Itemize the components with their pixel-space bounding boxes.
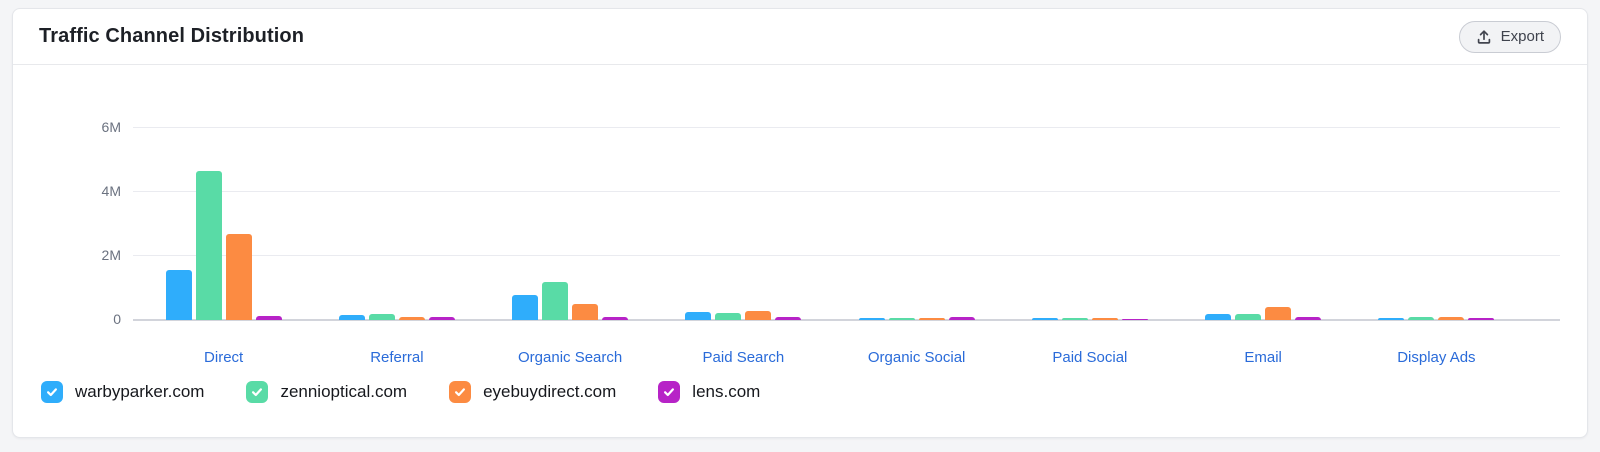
bar-lens-paid-social[interactable] [1121,319,1148,320]
y-axis-tick-6m: 6M [101,119,121,135]
bar-plot-area [137,65,1523,320]
checkmark-icon [664,388,675,397]
legend-checkbox-lens[interactable] [658,381,681,403]
bar-eyebuydirect-paid-social[interactable] [1091,318,1118,320]
legend-checkbox-warbyparker[interactable] [41,381,63,403]
export-button-label: Export [1500,28,1544,45]
bar-eyebuydirect-display-ads[interactable] [1438,317,1465,320]
bar-group-paid-social [1003,65,1176,320]
bar-group-direct [137,65,310,320]
bar-chart: 6M 4M 2M 0 Direct Referral Organic Search P… [13,65,1587,367]
gridline-6m [133,127,1560,128]
bar-group-referral [310,65,483,320]
bar-zennioptical-organic-social[interactable] [888,318,915,320]
chart-legend: warbyparker.com zennioptical.com eyebuydir… [41,379,760,405]
card-header: Traffic Channel Distribution Export [13,9,1587,65]
bar-lens-paid-search[interactable] [775,317,802,320]
bar-zennioptical-paid-search[interactable] [715,313,742,320]
traffic-channel-card: Traffic Channel Distribution Export 6M 4… [12,8,1588,438]
bar-warbyparker-paid-search[interactable] [685,312,712,320]
bar-warbyparker-direct[interactable] [165,270,192,320]
bar-group-organic-social [830,65,1003,320]
legend-item-zennioptical[interactable]: zennioptical.com [246,381,407,403]
checkmark-icon [252,388,263,397]
bar-warbyparker-paid-social[interactable] [1031,318,1058,320]
export-upload-icon [1476,29,1492,45]
bar-zennioptical-direct[interactable] [195,171,222,320]
legend-item-lens[interactable]: lens.com [658,381,760,403]
bar-lens-display-ads[interactable] [1468,318,1495,320]
bar-group-email [1177,65,1350,320]
bar-warbyparker-email[interactable] [1205,313,1232,320]
legend-label: warbyparker.com [75,382,205,401]
bar-lens-organic-search[interactable] [602,317,629,320]
bar-group-paid-search [657,65,830,320]
bar-zennioptical-organic-search[interactable] [542,281,569,320]
bar-eyebuydirect-email[interactable] [1265,306,1292,320]
legend-label: zennioptical.com [280,382,408,401]
legend-checkbox-zennioptical[interactable] [246,381,269,403]
bar-eyebuydirect-paid-search[interactable] [745,311,772,320]
bar-group-display-ads [1350,65,1523,320]
category-label-paid-social[interactable]: Paid Social [1052,349,1128,366]
legend-label: lens.com [692,382,761,401]
bar-lens-referral[interactable] [428,317,455,320]
bar-warbyparker-organic-search[interactable] [512,295,539,320]
bar-warbyparker-organic-social[interactable] [858,318,885,320]
bar-lens-email[interactable] [1295,317,1322,320]
bar-zennioptical-paid-social[interactable] [1061,318,1088,320]
bar-warbyparker-referral[interactable] [338,315,365,320]
bar-zennioptical-display-ads[interactable] [1408,317,1435,320]
bar-lens-organic-social[interactable] [948,317,975,320]
checkmark-icon [47,388,57,397]
checkmark-icon [455,388,466,397]
x-axis-line [133,319,1560,321]
legend-item-warbyparker[interactable]: warbyparker.com [41,381,204,403]
category-label-referral[interactable]: Referral [370,349,424,366]
bar-warbyparker-display-ads[interactable] [1378,318,1405,320]
bar-eyebuydirect-direct[interactable] [225,233,252,320]
export-button[interactable]: Export [1458,20,1561,53]
bar-eyebuydirect-organic-search[interactable] [572,304,599,320]
category-label-email[interactable]: Email [1244,349,1282,366]
bar-lens-direct[interactable] [255,316,282,320]
y-axis-tick-2m: 2M [101,247,121,263]
legend-item-eyebuydirect[interactable]: eyebuydirect.com [449,381,616,403]
legend-checkbox-eyebuydirect[interactable] [449,381,472,403]
bar-zennioptical-email[interactable] [1235,313,1262,320]
bar-eyebuydirect-referral[interactable] [398,316,425,320]
category-label-paid-search[interactable]: Paid Search [702,349,785,366]
category-label-display-ads[interactable]: Display Ads [1397,349,1476,366]
category-label-organic-social[interactable]: Organic Social [867,349,966,366]
category-label-direct[interactable]: Direct [204,349,244,366]
bar-eyebuydirect-organic-social[interactable] [918,318,945,320]
gridline-4m [133,191,1560,192]
gridline-2m [133,255,1560,256]
legend-label: eyebuydirect.com [483,382,617,401]
x-axis-labels: Direct Referral Organic Search Paid Search O… [137,349,1523,367]
bar-zennioptical-referral[interactable] [368,313,395,320]
y-axis-tick-4m: 4M [101,183,121,199]
y-axis-tick-0: 0 [113,311,121,327]
page-title: Traffic Channel Distribution [39,25,305,47]
category-label-organic-search[interactable]: Organic Search [518,349,623,366]
bar-group-organic-search [484,65,657,320]
